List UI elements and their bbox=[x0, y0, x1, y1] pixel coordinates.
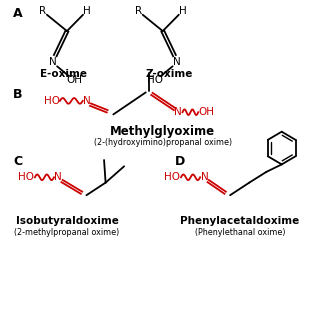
Text: N: N bbox=[49, 57, 57, 67]
Text: Isobutyraldoxime: Isobutyraldoxime bbox=[16, 216, 118, 226]
Text: HO: HO bbox=[164, 172, 180, 182]
Text: (Phenylethanal oxime): (Phenylethanal oxime) bbox=[195, 228, 285, 237]
Text: B: B bbox=[13, 88, 22, 101]
Text: Z-oxime: Z-oxime bbox=[145, 69, 193, 79]
Text: H: H bbox=[83, 6, 91, 16]
Text: Phenylacetaldoxime: Phenylacetaldoxime bbox=[180, 216, 300, 226]
Text: D: D bbox=[175, 155, 185, 168]
Text: A: A bbox=[13, 7, 22, 20]
Text: H: H bbox=[179, 6, 187, 16]
Text: (2-methylpropanal oxime): (2-methylpropanal oxime) bbox=[14, 228, 120, 237]
Text: Methylglyoxime: Methylglyoxime bbox=[110, 124, 215, 138]
Text: R: R bbox=[39, 6, 46, 16]
Text: N: N bbox=[83, 96, 91, 106]
Text: E-oxime: E-oxime bbox=[40, 69, 87, 79]
Text: HO: HO bbox=[18, 172, 34, 182]
Text: HO: HO bbox=[44, 96, 60, 106]
Text: OH: OH bbox=[199, 107, 215, 117]
Text: OH: OH bbox=[66, 75, 82, 85]
Text: C: C bbox=[13, 155, 22, 168]
Text: (2-(hydroxyimino)propanal oxime): (2-(hydroxyimino)propanal oxime) bbox=[94, 138, 232, 147]
Text: N: N bbox=[54, 172, 62, 182]
Text: HO: HO bbox=[147, 75, 163, 85]
Text: N: N bbox=[174, 107, 182, 117]
Text: N: N bbox=[173, 57, 181, 67]
Text: N: N bbox=[201, 172, 208, 182]
Text: R: R bbox=[135, 6, 142, 16]
